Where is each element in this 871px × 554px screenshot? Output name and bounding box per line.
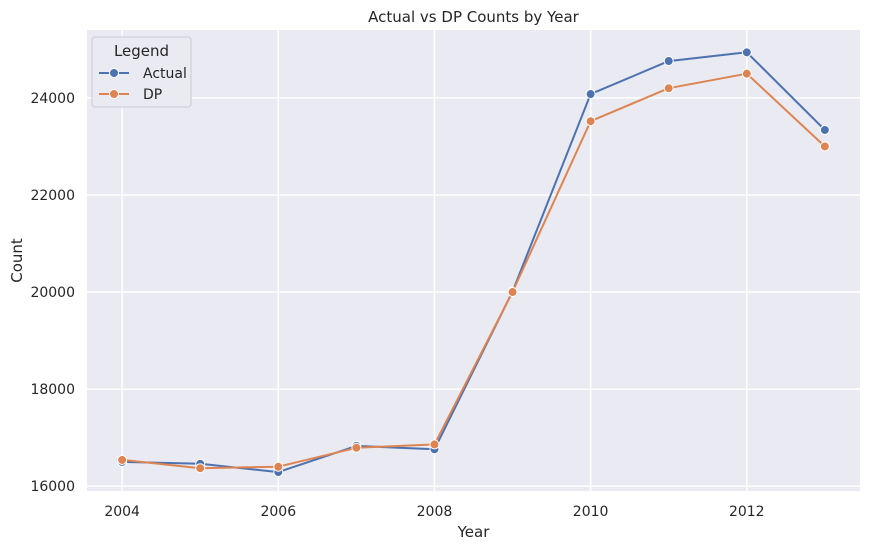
- point-dp: [429, 439, 440, 450]
- grid-lines: [87, 30, 860, 491]
- series-line-dp: [121, 72, 826, 470]
- x-tick-label: 2006: [260, 504, 296, 520]
- point-dp: [741, 68, 752, 79]
- legend-label-actual: Actual: [143, 66, 187, 82]
- legend: Legend Actual DP: [91, 36, 192, 108]
- point-dp: [195, 463, 206, 474]
- point-actual: [819, 124, 830, 135]
- point-dp: [351, 442, 362, 453]
- y-tick-label: 18000: [30, 382, 75, 398]
- legend-marker-actual: [109, 68, 119, 78]
- y-tick-labels: 16000 18000 20000 22000 24000: [30, 91, 75, 495]
- series-group: [117, 47, 830, 478]
- point-dp: [663, 83, 674, 94]
- y-tick-label: 16000: [30, 479, 75, 495]
- point-actual: [585, 89, 596, 100]
- legend-marker-dp: [109, 89, 119, 99]
- x-tick-labels: 2004 2006 2008 2010 2012: [104, 504, 764, 520]
- x-tick-label: 2004: [104, 504, 140, 520]
- legend-items: Actual DP: [99, 66, 187, 103]
- y-tick-label: 20000: [30, 285, 75, 301]
- point-dp: [819, 141, 830, 152]
- y-axis-label: Count: [8, 238, 26, 283]
- chart-title: Actual vs DP Counts by Year: [368, 8, 579, 26]
- plot-background: [87, 30, 860, 491]
- x-tick-label: 2010: [573, 504, 609, 520]
- point-dp: [273, 461, 284, 472]
- legend-title: Legend: [114, 42, 169, 60]
- y-tick-label: 22000: [30, 188, 75, 204]
- legend-box: [91, 36, 192, 108]
- point-actual: [663, 56, 674, 67]
- point-actual: [741, 47, 752, 58]
- legend-label-dp: DP: [143, 87, 162, 103]
- x-tick-label: 2012: [729, 504, 765, 520]
- point-dp: [507, 287, 518, 298]
- point-dp: [585, 116, 596, 127]
- x-axis-label: Year: [457, 523, 491, 541]
- y-tick-label: 24000: [30, 91, 75, 107]
- x-tick-label: 2008: [417, 504, 453, 520]
- point-dp: [117, 454, 128, 465]
